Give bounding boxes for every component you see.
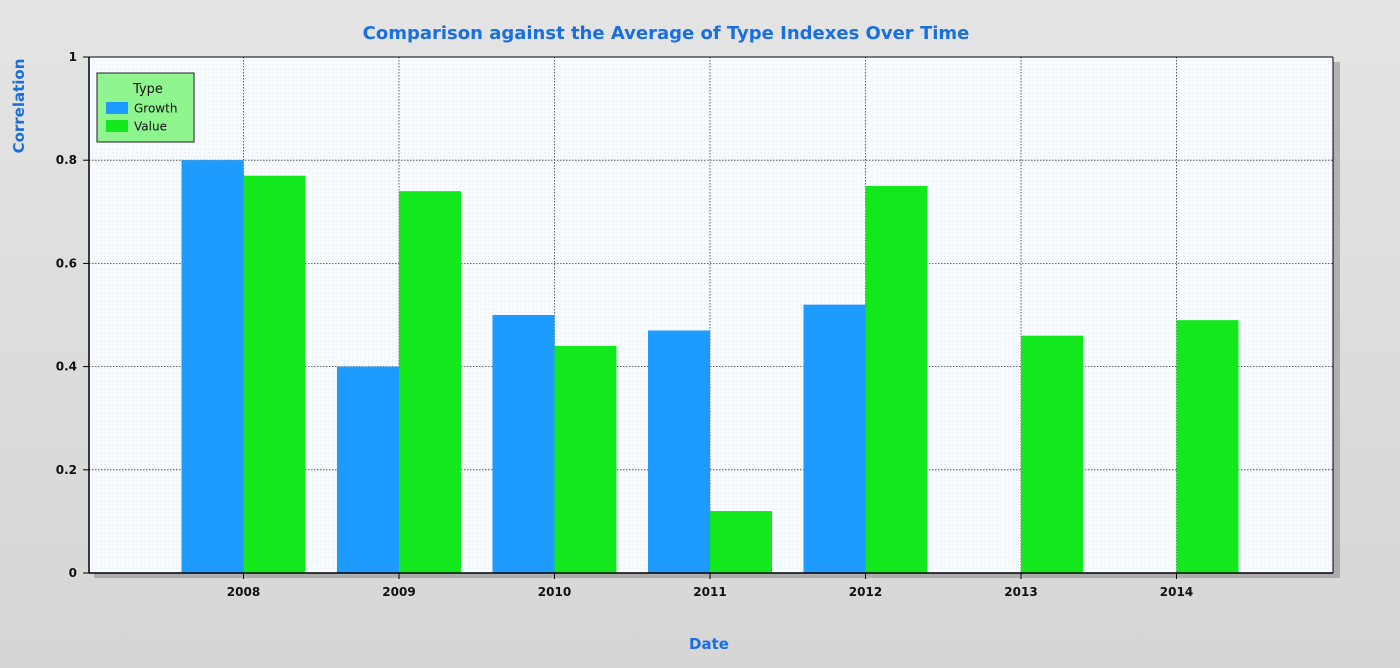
chart-title: Comparison against the Average of Type I… xyxy=(363,23,970,44)
y-tick-label: 1 xyxy=(69,50,77,64)
legend-swatch-growth xyxy=(106,102,128,114)
bar-value-2014 xyxy=(1176,320,1239,573)
legend-items: Growth Value xyxy=(106,102,177,134)
bar-value-2012 xyxy=(865,186,928,573)
y-tick-label: 0.8 xyxy=(56,153,77,167)
y-tick-label: 0 xyxy=(69,566,77,580)
bar-value-2011 xyxy=(710,511,772,573)
bar-growth-2008 xyxy=(181,160,244,573)
x-tick-label: 2012 xyxy=(849,585,882,599)
x-axis-label: Date xyxy=(689,635,729,653)
x-tick-label: 2008 xyxy=(227,585,260,599)
bar-growth-2011 xyxy=(648,330,710,573)
x-tick-label: 2014 xyxy=(1160,585,1193,599)
bar-growth-2012 xyxy=(803,304,866,573)
legend-label-growth: Growth xyxy=(134,102,177,116)
bar-value-2008 xyxy=(243,175,306,573)
y-tick-label: 0.6 xyxy=(56,256,77,270)
bar-growth-2010 xyxy=(492,315,555,573)
bars xyxy=(181,160,1239,573)
bar-value-2010 xyxy=(554,345,617,573)
x-ticks: 2008 2009 2010 2011 2012 2013 2014 xyxy=(227,573,1193,599)
y-tick-label: 0.2 xyxy=(56,463,77,477)
x-tick-label: 2011 xyxy=(693,585,726,599)
legend-title: Type xyxy=(132,82,163,97)
bar-growth-2009 xyxy=(337,366,399,573)
bar-value-2009 xyxy=(399,191,461,573)
x-tick-label: 2010 xyxy=(538,585,571,599)
y-axis-label: Correlation xyxy=(10,59,28,154)
legend-label-value: Value xyxy=(134,120,167,134)
x-tick-label: 2009 xyxy=(382,585,415,599)
bar-value-2013 xyxy=(1021,335,1083,573)
legend-swatch-value xyxy=(106,120,128,132)
legend: Type Growth Value xyxy=(96,72,195,143)
y-tick-label: 0.4 xyxy=(56,360,77,374)
y-ticks: 0 0.2 0.4 0.6 0.8 1 xyxy=(56,50,89,580)
x-tick-label: 2013 xyxy=(1004,585,1037,599)
